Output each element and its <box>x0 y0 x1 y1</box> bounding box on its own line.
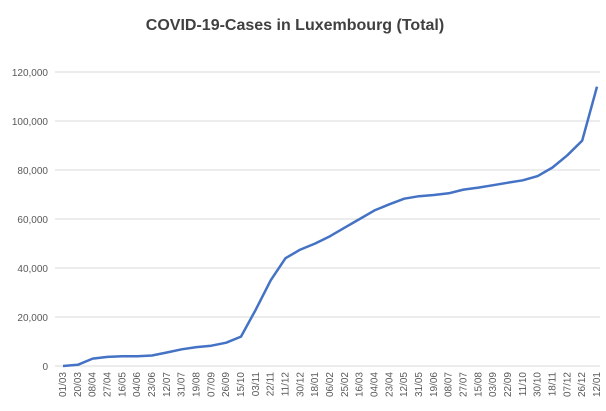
x-tick-label: 26/12 <box>577 372 588 397</box>
x-tick-label: 25/02 <box>340 372 351 397</box>
x-tick-label: 08/07 <box>444 372 455 397</box>
x-tick-label: 03/11 <box>251 372 262 397</box>
x-tick-label: 12/05 <box>399 372 410 397</box>
x-tick-label: 22/11 <box>266 372 277 397</box>
x-tick-label: 19/06 <box>429 372 440 397</box>
y-tick-label: 40,000 <box>17 264 48 275</box>
x-tick-label: 26/09 <box>221 372 232 397</box>
y-tick-label: 120,000 <box>12 68 49 79</box>
x-tick-label: 19/08 <box>192 372 203 397</box>
x-tick-label: 15/10 <box>236 372 247 397</box>
x-tick-label: 06/02 <box>325 372 336 397</box>
x-tick-label: 11/10 <box>518 372 529 397</box>
y-tick-label: 80,000 <box>17 166 48 177</box>
x-tick-label: 30/10 <box>533 372 544 397</box>
y-tick-label: 0 <box>42 362 48 373</box>
x-tick-label: 22/09 <box>503 372 514 397</box>
x-tick-label: 16/03 <box>355 372 366 397</box>
data-line <box>62 86 599 368</box>
x-tick-label: 27/07 <box>459 372 470 397</box>
chart-title: COVID-19-Cases in Luxembourg (Total) <box>146 17 444 34</box>
x-tick-label: 12/01 <box>592 372 603 397</box>
x-tick-label: 01/03 <box>58 372 69 397</box>
x-tick-label: 16/05 <box>117 372 128 397</box>
x-tick-label: 27/04 <box>103 372 114 397</box>
x-tick-label: 07/09 <box>206 372 217 397</box>
x-tick-label: 07/12 <box>562 372 573 397</box>
x-tick-label: 31/07 <box>177 372 188 397</box>
x-tick-label: 23/06 <box>147 372 158 397</box>
x-tick-label: 15/08 <box>473 372 484 397</box>
x-tick-label: 03/09 <box>488 372 499 397</box>
x-tick-label: 04/06 <box>132 372 143 397</box>
x-tick-label: 20/03 <box>73 372 84 397</box>
x-tick-label: 12/07 <box>162 372 173 397</box>
x-tick-label: 23/04 <box>384 372 395 397</box>
y-tick-label: 100,000 <box>12 117 49 128</box>
x-tick-label: 30/12 <box>295 372 306 397</box>
x-tick-label: 31/05 <box>414 372 425 397</box>
x-tick-label: 08/04 <box>88 372 99 397</box>
y-tick-label: 20,000 <box>17 313 48 324</box>
x-tick-label: 18/01 <box>310 372 321 397</box>
x-tick-label: 04/04 <box>370 372 381 397</box>
x-tick-label: 11/12 <box>281 372 292 397</box>
x-tick-label: 18/11 <box>548 372 559 397</box>
y-tick-label: 60,000 <box>17 215 48 226</box>
